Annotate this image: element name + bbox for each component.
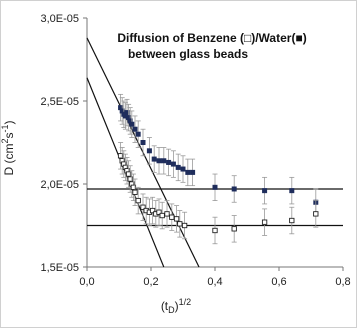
water-point — [289, 188, 295, 194]
water-point — [170, 161, 176, 167]
data-points — [117, 93, 319, 245]
y-axis-title: D (cm2s-1) — [0, 120, 16, 175]
benzene-point — [132, 189, 138, 195]
chart-title-line2: between glass beads — [128, 47, 248, 61]
benzene-point — [159, 212, 165, 219]
water-point — [124, 110, 130, 116]
benzene-point — [140, 204, 146, 210]
y-axis-title-mid: s — [2, 133, 16, 139]
water-point — [231, 186, 237, 192]
x-axis-title: (tD)1/2 — [161, 297, 191, 315]
x-tick-label: 0,6 — [271, 276, 286, 288]
benzene-point — [289, 217, 295, 224]
benzene-point — [177, 221, 183, 227]
y-axis-title-main: D (cm — [2, 144, 16, 176]
water-point — [135, 131, 141, 137]
water-point — [185, 169, 191, 175]
y-tick-label: 2,5E-05 — [40, 96, 79, 108]
water-point — [140, 140, 146, 146]
y-axis-title-sup2: -1 — [0, 124, 10, 132]
water-point — [129, 121, 135, 127]
benzene-point — [130, 184, 137, 190]
water-point — [146, 148, 152, 154]
benzene-point — [125, 171, 132, 177]
x-axis-title-main: (t — [161, 299, 169, 313]
chart-title-line1: Diffusion of Benzene (□)/Water(■) — [117, 31, 306, 45]
benzene-point — [173, 216, 180, 222]
x-tick-label: 0,2 — [143, 276, 158, 288]
x-tick-label: 0,8 — [335, 276, 350, 288]
water-point — [180, 166, 186, 172]
y-tick-label: 1,5E-05 — [40, 262, 79, 274]
y-tick-label: 3,0E-05 — [40, 13, 79, 25]
benzene-point — [117, 153, 124, 159]
water-point — [262, 188, 268, 194]
water-point — [151, 156, 157, 162]
x-tick-label: 0,0 — [79, 276, 94, 288]
benzene-point — [212, 227, 218, 234]
water-point — [175, 164, 181, 170]
water-point — [190, 169, 196, 175]
benzene-point — [313, 211, 319, 217]
axis-ticks: 0,0 0,2 0,4 0,6 0,8 1,5E-05 2,0E-05 2,5E-05 3,0E… — [40, 13, 350, 288]
benzene-point — [181, 222, 188, 229]
water-point — [166, 159, 172, 165]
benzene-point — [127, 176, 133, 182]
benzene-point — [231, 226, 237, 232]
water-point — [212, 184, 218, 190]
water-point — [132, 126, 138, 132]
y-axis-title-sup1: 2 — [0, 139, 10, 144]
benzene-point — [169, 214, 175, 220]
benzene-point — [135, 197, 141, 204]
water-point — [161, 158, 167, 164]
x-axis-title-end: ) — [175, 299, 179, 313]
benzene-point — [156, 209, 162, 215]
x-tick-label: 0,4 — [207, 276, 222, 288]
x-axis-title-sup: 1/2 — [179, 297, 192, 307]
y-axis-title-end: ) — [2, 120, 16, 124]
benzene-point — [149, 207, 156, 214]
benzene-point — [164, 211, 170, 217]
y-tick-label: 2,0E-05 — [40, 179, 79, 191]
water-point — [156, 158, 162, 164]
x-axis-title-sub: D — [168, 305, 175, 315]
benzene-point — [261, 219, 268, 225]
